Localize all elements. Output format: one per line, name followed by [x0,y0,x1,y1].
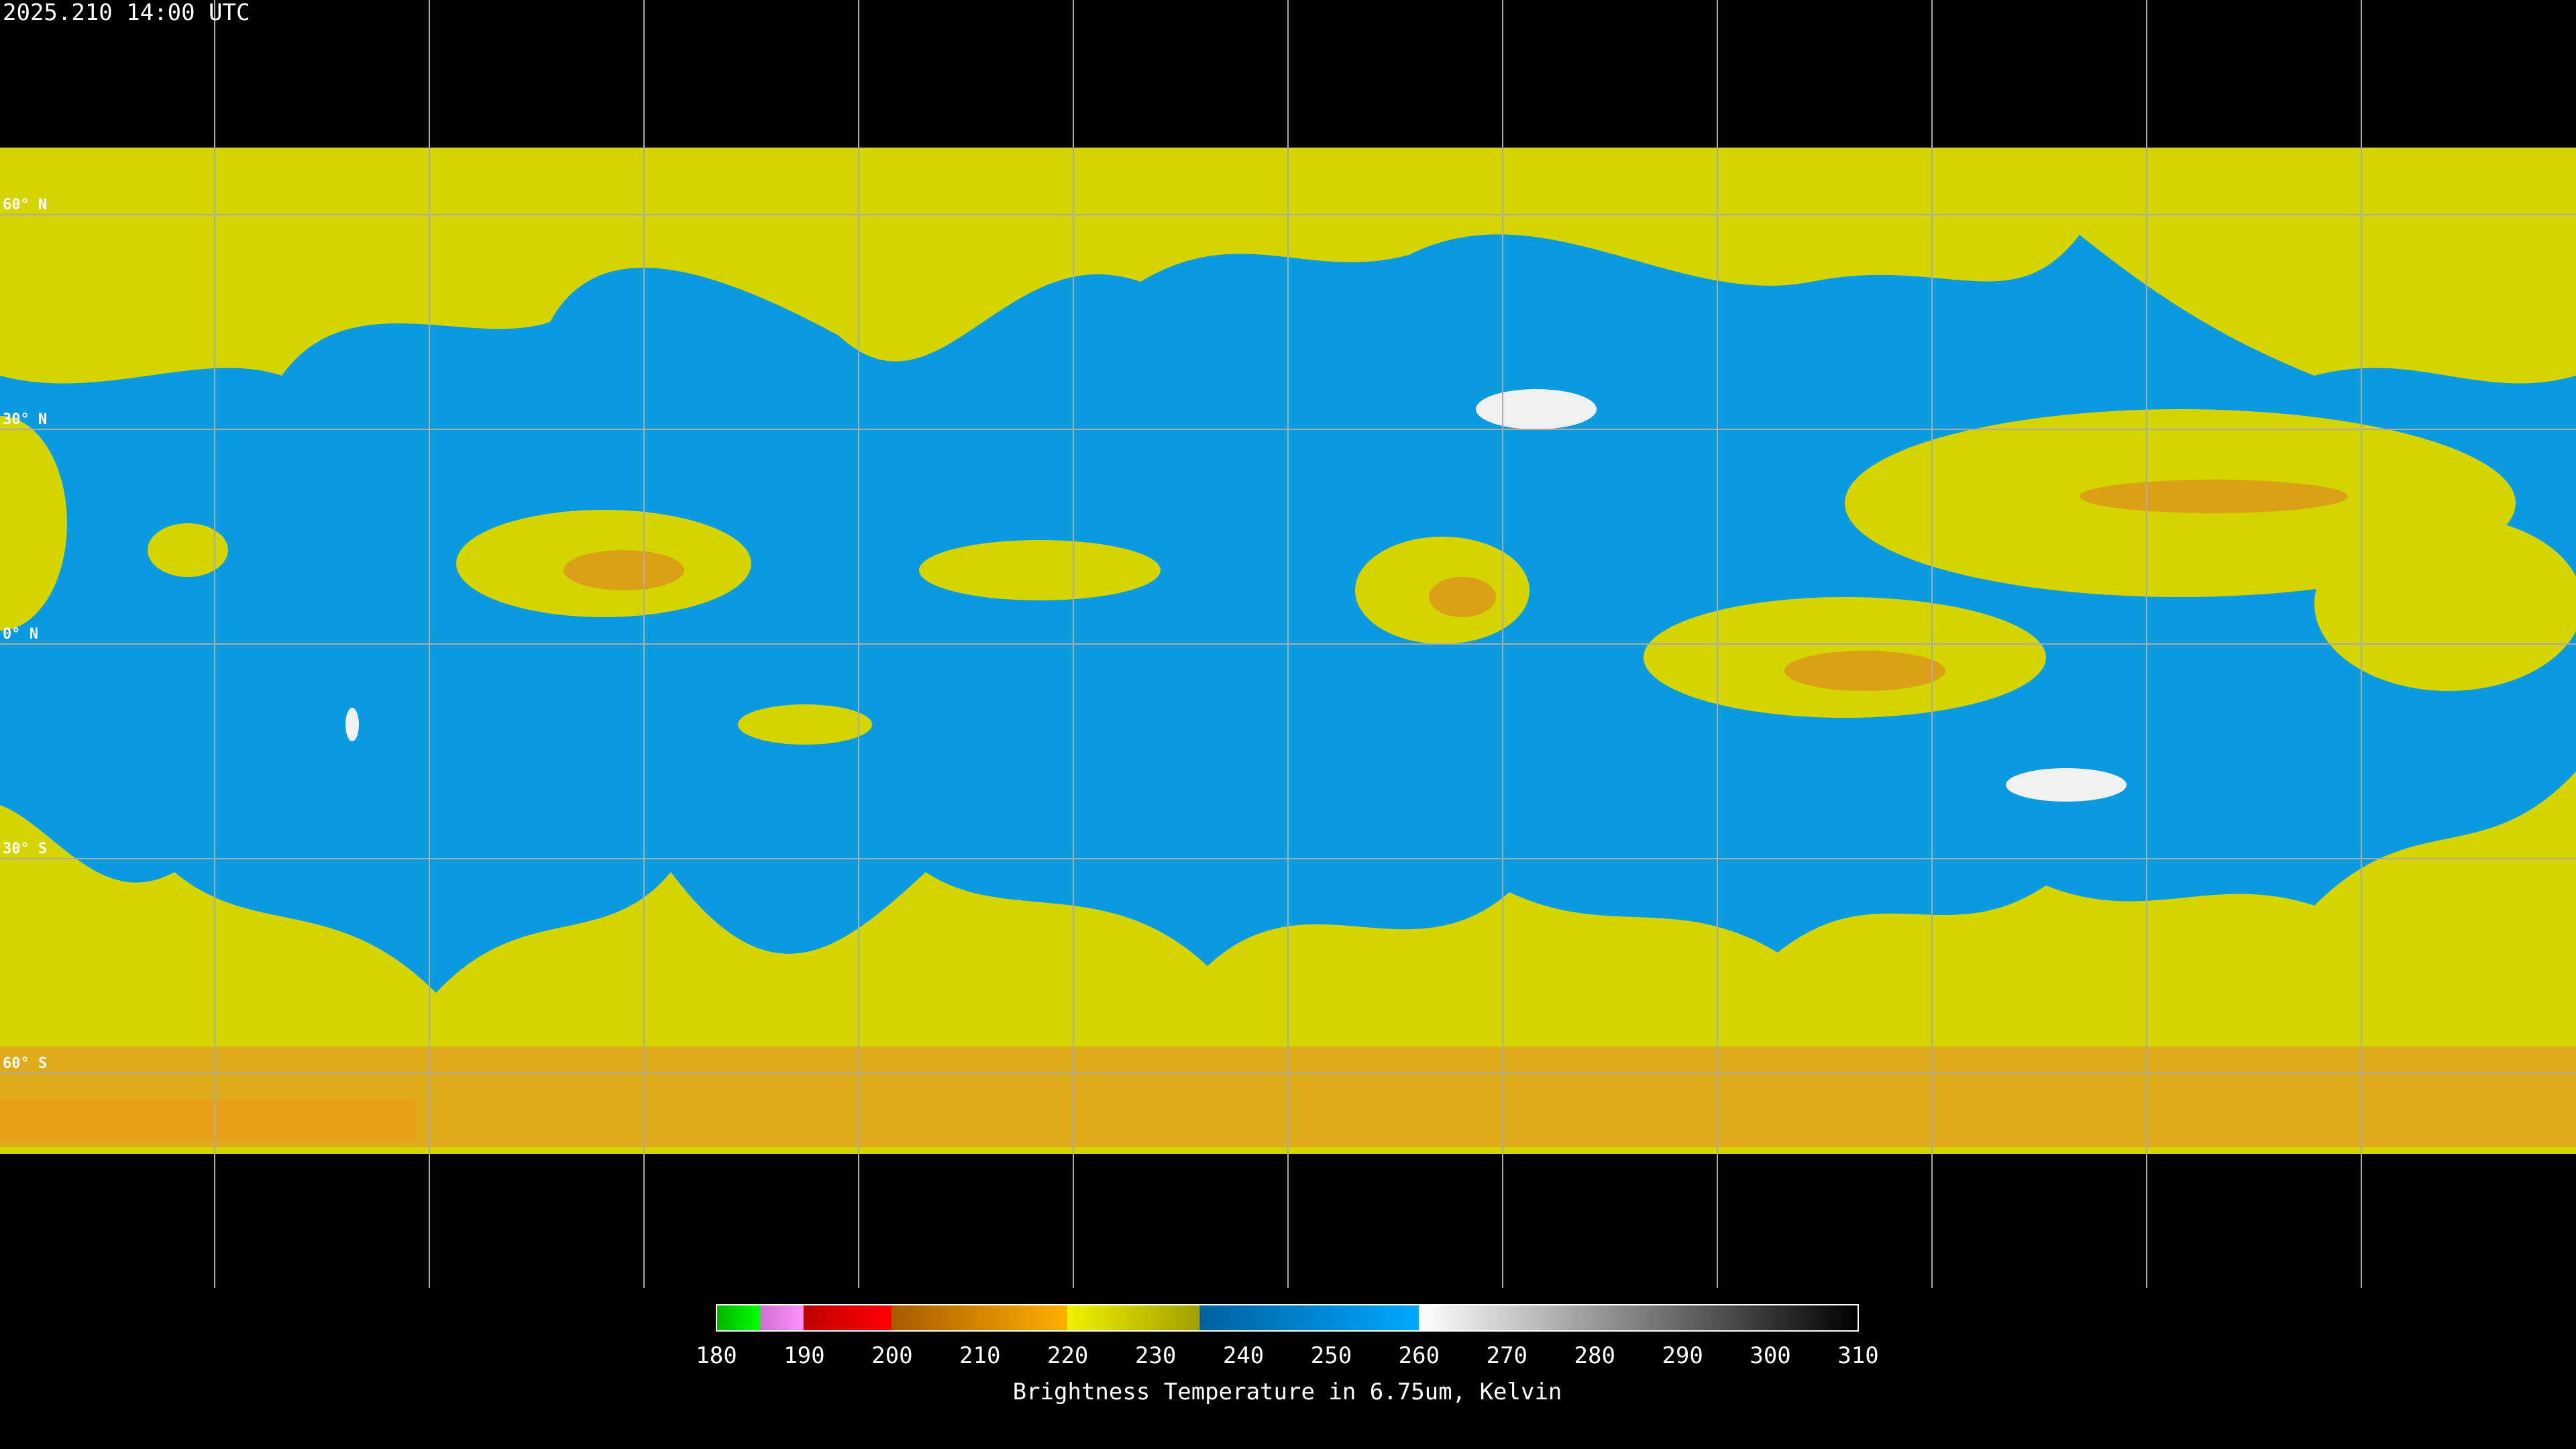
latitude-label: 60° N [3,197,47,213]
colorbar-tick-label: 210 [959,1342,1000,1369]
latitude-label: 30° N [3,411,47,428]
timestamp: 2025.210 14:00 UTC [3,0,250,26]
colorbar-label: Brightness Temperature in 6.75um, Kelvin [1013,1379,1562,1405]
colorbar-tick-label: 280 [1574,1342,1615,1369]
colorbar-tick-label: 180 [696,1342,737,1369]
colorbar [716,1304,1859,1332]
colorbar-tick-label: 290 [1662,1342,1703,1369]
colorbar-tick-label: 230 [1135,1342,1176,1369]
dry-band [0,1100,416,1140]
colorbar-tick-label: 220 [1047,1342,1088,1369]
colorbar-tick-label: 310 [1837,1342,1878,1369]
colorbar-tick-label: 240 [1223,1342,1264,1369]
colorbar-tick-label: 300 [1750,1342,1790,1369]
latitude-label: 0° N [3,626,38,643]
very-dry-spots [345,389,2127,802]
graticule [0,0,2576,1288]
latitude-label: 30° S [3,841,47,857]
colorbar-tick-label: 250 [1311,1342,1352,1369]
colorbar-tick-label: 200 [871,1342,912,1369]
latitude-label: 60° S [3,1055,47,1072]
colorbar-tick-label: 260 [1399,1342,1440,1369]
colorbar-tick-label: 270 [1487,1342,1527,1369]
colorbar-tick-label: 190 [784,1342,824,1369]
